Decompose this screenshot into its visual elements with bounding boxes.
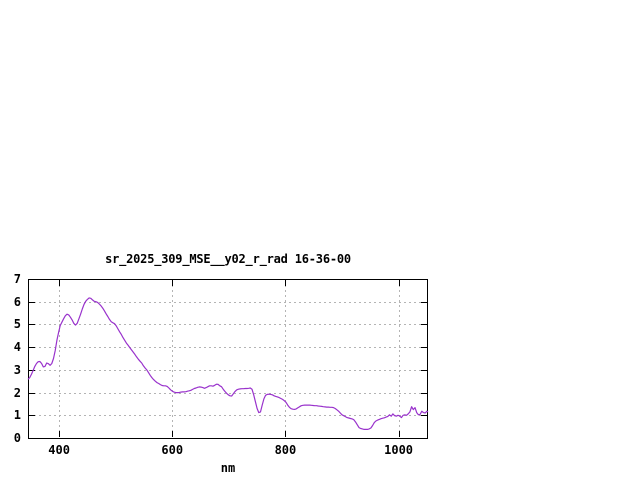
x-tick-label: 1000 <box>384 443 414 457</box>
plot-border <box>28 279 428 439</box>
y-tick-label: 0 <box>13 431 21 445</box>
x-tick-label: 400 <box>48 443 70 457</box>
x-tick-label: 600 <box>161 443 184 457</box>
y-tick-label: 3 <box>13 362 21 377</box>
chart-title: sr_2025_309_MSE__y02_r_rad 16-36-00 <box>105 252 351 266</box>
y-tick-label: 7 <box>13 272 21 286</box>
x-tick-label: 800 <box>274 443 297 457</box>
y-tick-label: 5 <box>13 317 21 332</box>
x-axis-label: nm <box>220 461 236 475</box>
spectrum-line <box>27 297 429 430</box>
y-tick-label: 6 <box>13 294 21 309</box>
y-tick-label: 4 <box>13 340 21 355</box>
y-tick-label: 2 <box>13 385 21 400</box>
y-tick-label: 1 <box>13 408 21 423</box>
